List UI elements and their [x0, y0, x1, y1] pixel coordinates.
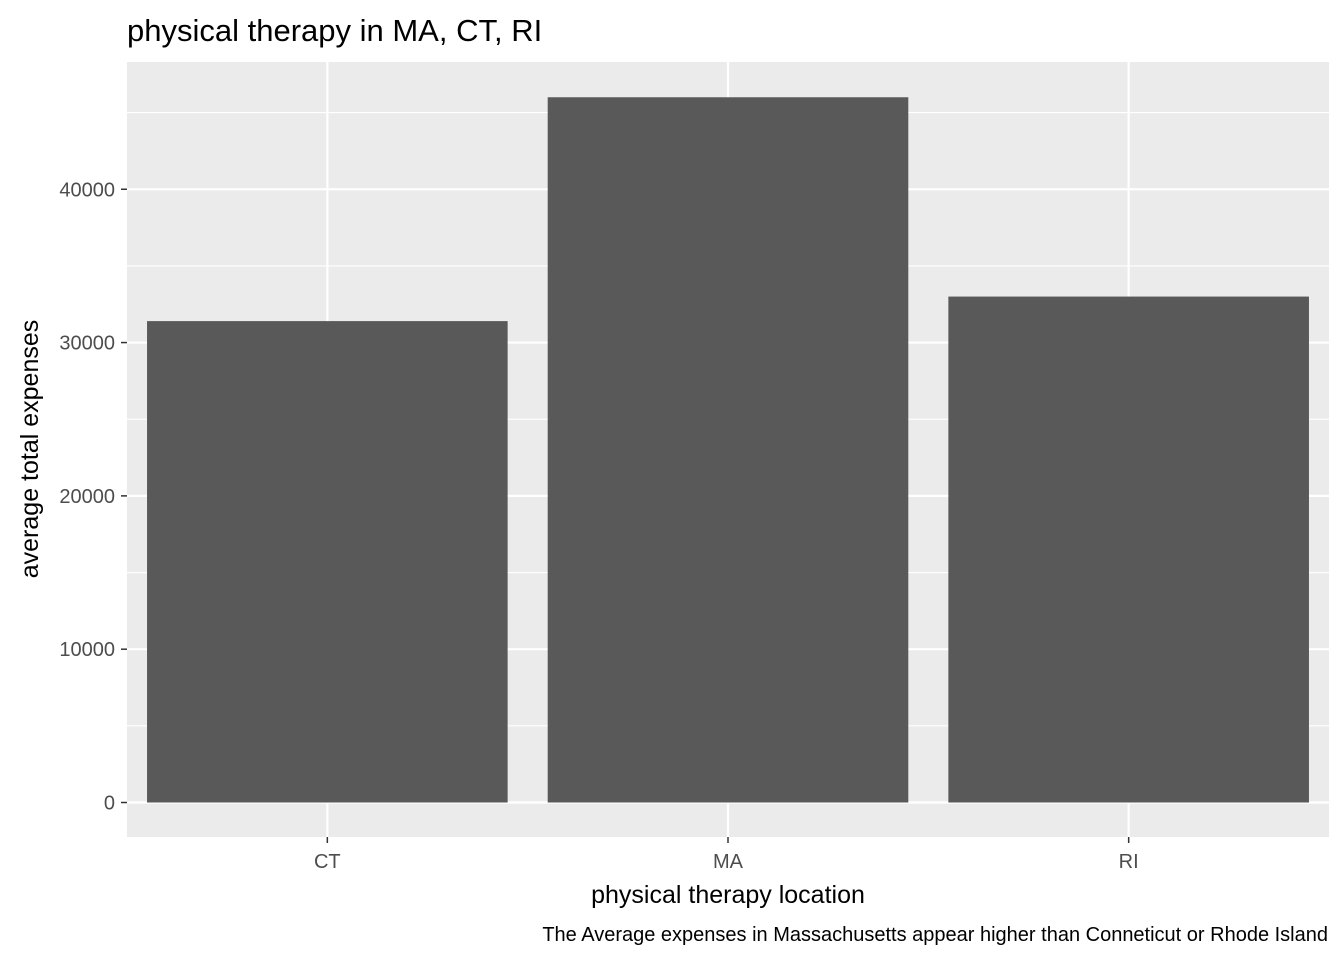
x-axis: CT MA RI — [314, 837, 1139, 873]
bars — [147, 97, 1309, 803]
x-axis-title: physical therapy location — [591, 881, 865, 909]
chart-caption: The Average expenses in Massachusetts ap… — [542, 924, 1328, 946]
y-tick-label: 30000 — [59, 333, 115, 355]
x-tick-label: MA — [713, 851, 744, 873]
y-tick-label: 20000 — [59, 486, 115, 508]
x-tick-label: RI — [1119, 851, 1139, 873]
y-axis: 0 10000 20000 30000 40000 — [59, 179, 127, 815]
y-tick-label: 0 — [104, 793, 115, 815]
y-tick-label: 40000 — [59, 179, 115, 201]
y-axis-title: average total expenses — [16, 320, 44, 579]
bar-ri — [948, 296, 1309, 803]
y-tick-label: 10000 — [59, 639, 115, 661]
x-tick-label: CT — [314, 851, 341, 873]
chart-title: physical therapy in MA, CT, RI — [127, 13, 542, 48]
bar-ct — [147, 321, 508, 803]
bar-ma — [547, 97, 909, 803]
